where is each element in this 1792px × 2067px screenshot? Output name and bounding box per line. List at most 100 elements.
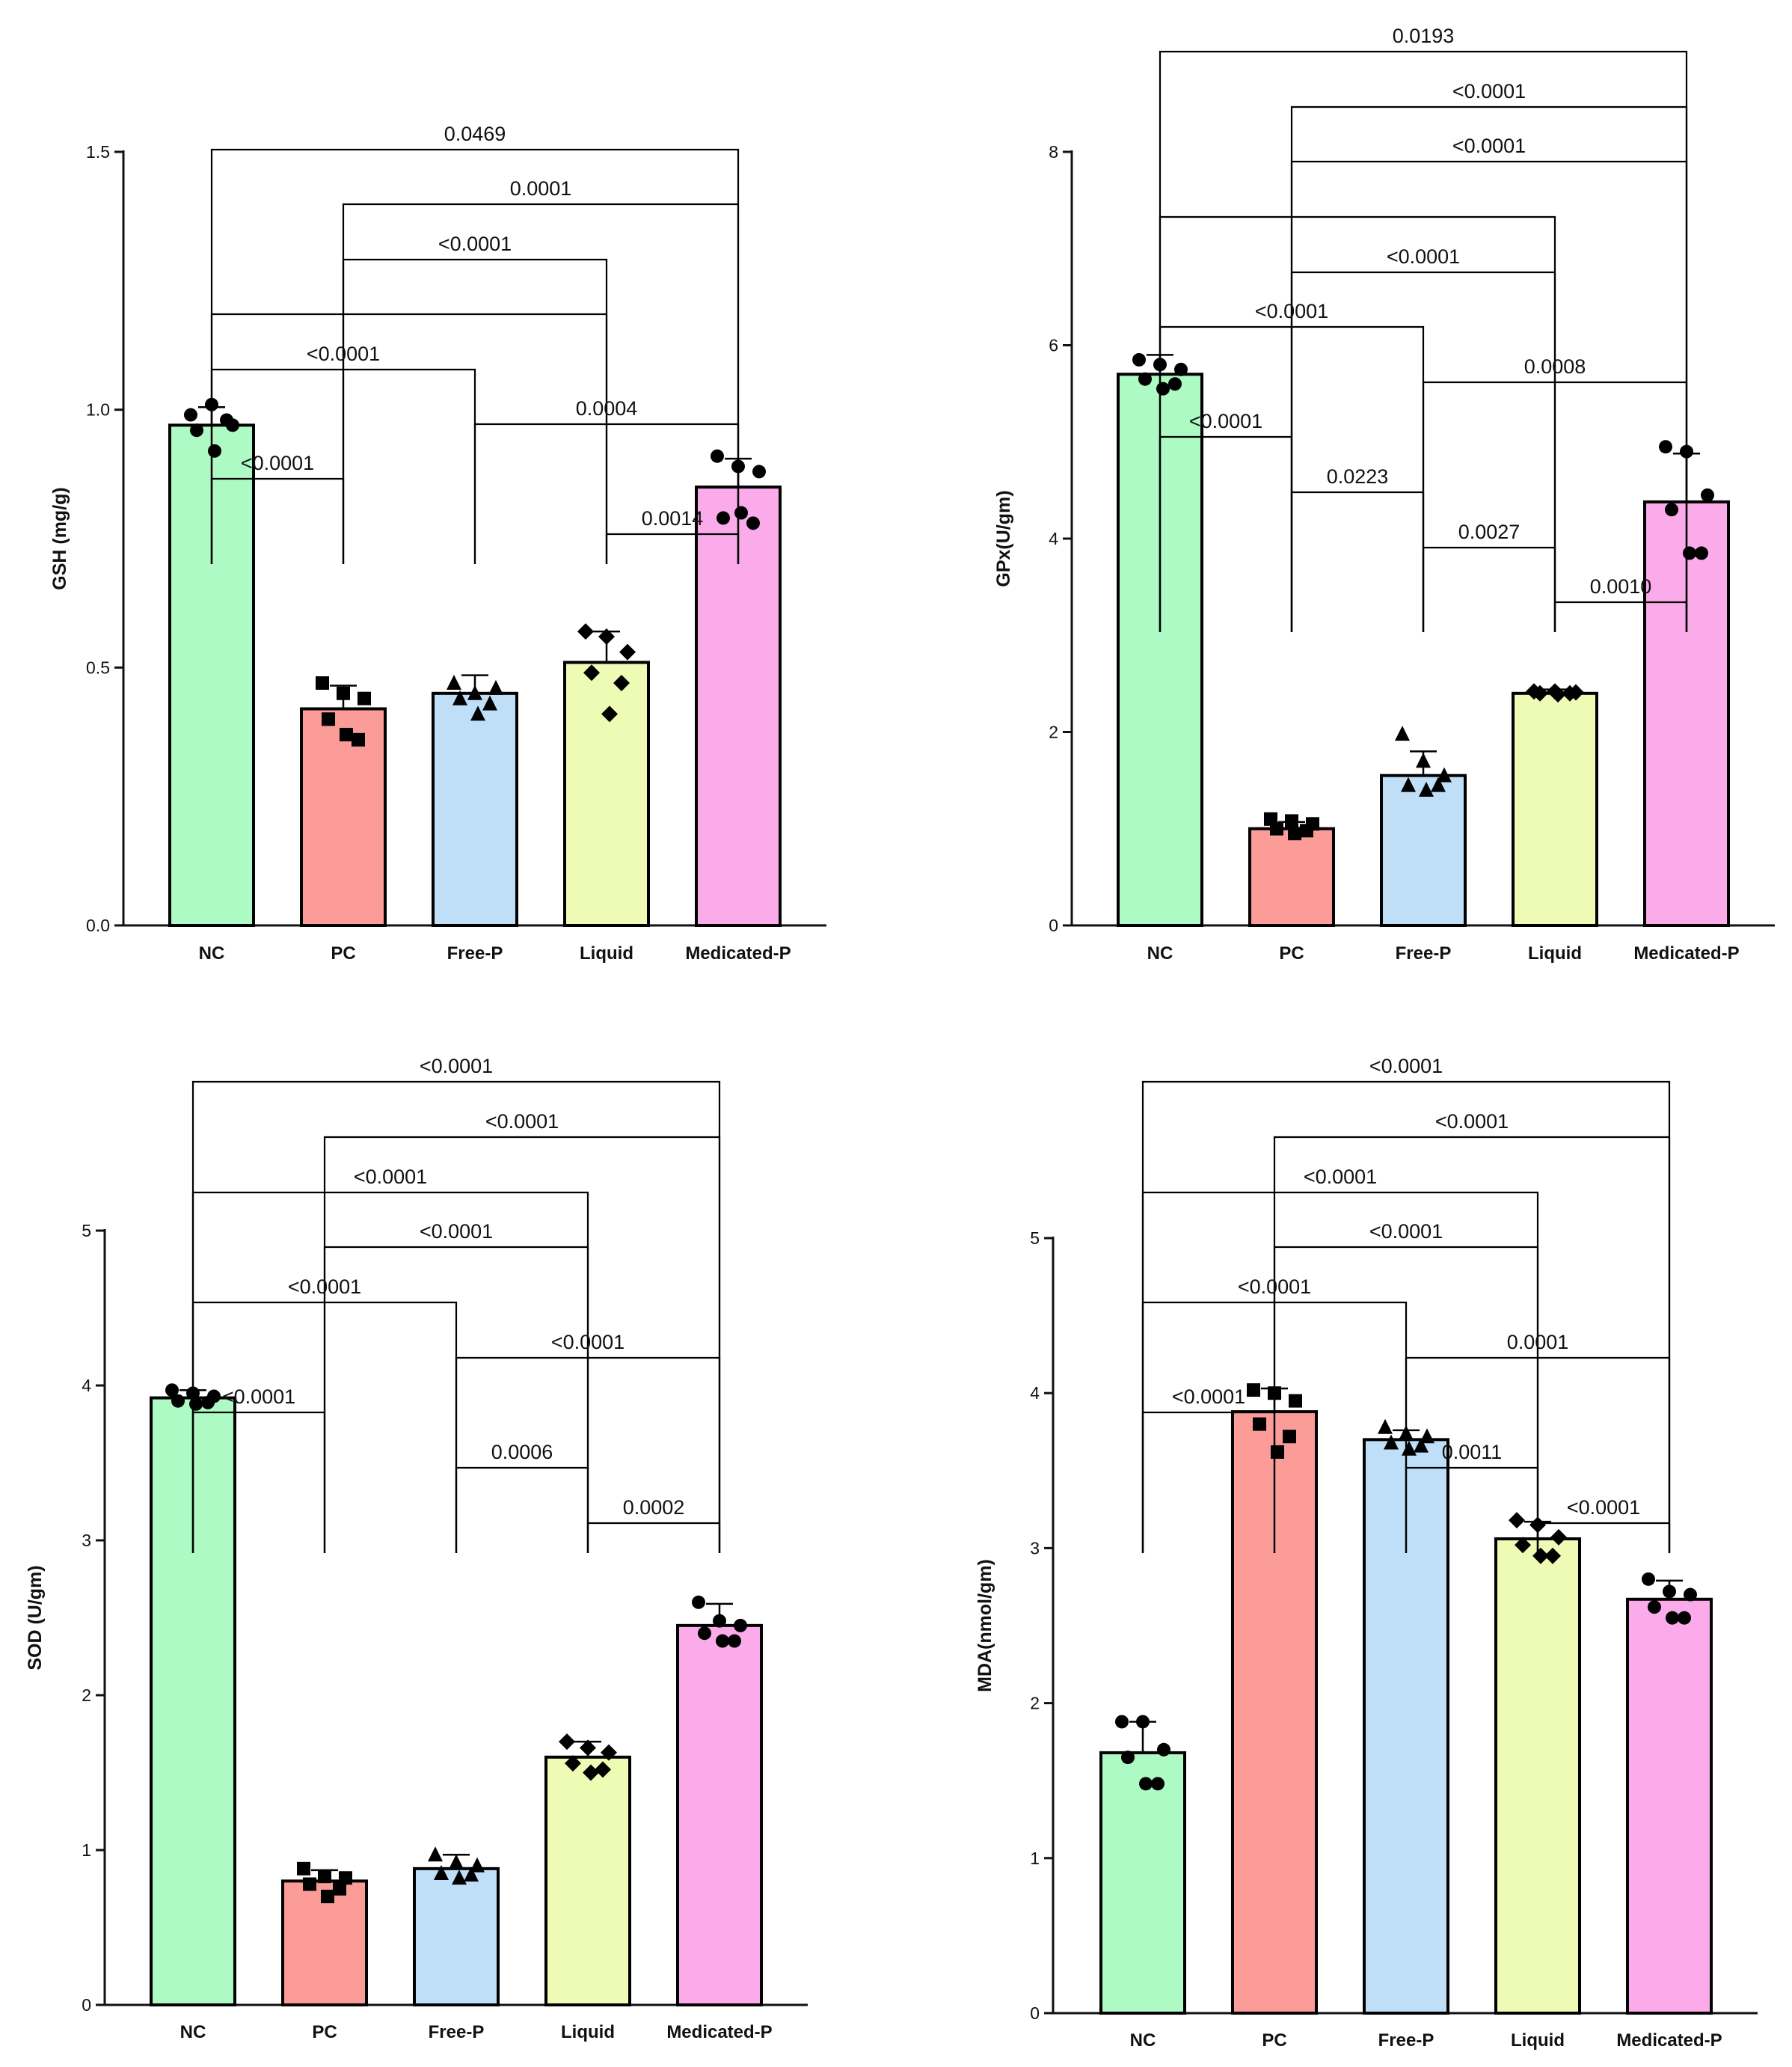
x-tick-label-liquid: Liquid	[561, 2022, 615, 2042]
p-value-label: <0.0001	[1369, 1055, 1443, 1077]
x-tick-label-pc: PC	[1279, 943, 1304, 964]
y-tick-label: 2	[1030, 1694, 1040, 1713]
data-point-pc	[340, 727, 353, 741]
data-point-free-p	[449, 1854, 464, 1870]
p-value-label: <0.0001	[354, 1166, 427, 1188]
data-point-medicated-p	[1659, 440, 1672, 454]
data-point-nc	[1139, 1777, 1153, 1791]
significance-bracket	[1273, 1136, 1671, 1553]
y-tick-label: 0	[1049, 916, 1058, 935]
data-point-medicated-p	[1665, 503, 1678, 517]
data-point-medicated-p	[734, 1618, 747, 1632]
bar-free-p	[432, 691, 518, 927]
p-value-label: 0.0014	[642, 507, 704, 530]
data-point-free-p	[488, 679, 503, 695]
significance-bracket	[1290, 160, 1688, 632]
x-tick-label-nc: NC	[1130, 2030, 1156, 2051]
p-value-label: 0.0001	[1507, 1331, 1569, 1353]
data-point-pc	[322, 712, 335, 726]
significance-bracket	[1536, 1522, 1671, 1553]
bar-free-p	[413, 1867, 500, 2007]
data-point-medicated-p	[1642, 1572, 1655, 1586]
data-point-nc	[1156, 382, 1170, 396]
significance-bracket	[1290, 105, 1688, 632]
y-tick-label: 5	[1030, 1228, 1040, 1248]
data-point-nc	[201, 1395, 215, 1409]
data-point-pc	[303, 1877, 316, 1891]
data-point-pc	[1247, 1383, 1260, 1397]
data-point-nc	[165, 1383, 179, 1397]
p-value-label: 0.0006	[491, 1441, 553, 1463]
data-point-pc	[316, 676, 329, 690]
data-point-liquid	[601, 705, 618, 723]
data-point-medicated-p	[1701, 488, 1714, 502]
data-point-medicated-p	[1683, 546, 1696, 560]
p-value-label: 0.0469	[444, 123, 506, 145]
data-point-medicated-p	[1695, 546, 1708, 560]
data-point-pc	[339, 1871, 352, 1885]
y-tick-label: 1.0	[86, 400, 110, 420]
p-value-label: <0.0001	[551, 1331, 625, 1353]
y-axis-title: GSH (mg/g)	[49, 487, 70, 590]
p-value-label: <0.0001	[1452, 135, 1526, 157]
data-point-pc	[297, 1861, 310, 1875]
significance-bracket	[1405, 1466, 1539, 1553]
significance-bracket	[210, 477, 345, 564]
y-axis-title: GPx(U/gm)	[993, 490, 1014, 587]
data-point-medicated-p	[1648, 1600, 1661, 1614]
data-point-pc	[333, 1881, 346, 1896]
sod-chart-panel: 0 1 2 3 4 5 SOD (U/gm) NC PC Free-P Liquid Medicate…	[25, 1055, 808, 2042]
p-value-label: 0.0001	[510, 177, 572, 200]
data-point-pc	[1253, 1417, 1266, 1431]
x-tick-label-pc: PC	[312, 2022, 337, 2042]
data-point-nc	[1174, 362, 1188, 376]
y-tick-label: 6	[1049, 336, 1058, 355]
data-point-liquid	[1509, 1512, 1525, 1529]
bar-pc	[1248, 827, 1335, 927]
data-point-pc	[1271, 1445, 1284, 1459]
p-value-label: <0.0001	[288, 1276, 361, 1298]
p-value-label: <0.0001	[222, 1385, 295, 1408]
mda-chart-panel: 0 1 2 3 4 5 MDA(nmol/gm) NC PC Free-P Liquid Medica…	[975, 1055, 1758, 2051]
data-point-nc	[1138, 372, 1152, 386]
data-point-free-p	[482, 695, 497, 711]
data-point-medicated-p	[734, 506, 748, 520]
data-point-liquid	[619, 643, 636, 661]
data-point-nc	[189, 1397, 203, 1411]
data-point-pc	[321, 1890, 334, 1904]
x-tick-label-medicated-p: Medicated-P	[685, 943, 791, 964]
data-point-free-p	[470, 705, 485, 721]
y-tick-label: 1.5	[86, 142, 110, 162]
significance-bracket	[210, 313, 608, 564]
data-point-medicated-p	[746, 516, 760, 530]
p-value-label: <0.0001	[307, 343, 380, 365]
x-tick-label-liquid: Liquid	[580, 943, 633, 964]
x-tick-label-pc: PC	[1262, 2030, 1286, 2051]
data-point-nc	[1115, 1715, 1129, 1729]
p-value-label: <0.0001	[1369, 1220, 1443, 1243]
data-point-liquid	[598, 628, 615, 645]
significance-bracket	[473, 423, 740, 564]
data-point-free-p	[464, 1867, 479, 1882]
x-tick-label-nc: NC	[180, 2022, 206, 2042]
p-value-label: <0.0001	[1567, 1496, 1640, 1519]
p-value-label: <0.0001	[420, 1220, 493, 1243]
p-value-label: <0.0001	[241, 452, 314, 474]
data-point-pc	[337, 686, 350, 700]
y-tick-label: 4	[82, 1376, 91, 1395]
p-value-label: <0.0001	[1435, 1110, 1509, 1133]
x-tick-label-free-p: Free-P	[429, 2022, 485, 2042]
data-point-free-p	[434, 1865, 449, 1881]
y-tick-label: 3	[82, 1531, 91, 1550]
bar-liquid	[1512, 691, 1598, 927]
bar-liquid	[544, 1755, 631, 2007]
x-tick-label-free-p: Free-P	[1378, 2030, 1434, 2051]
significance-bracket	[1553, 601, 1688, 632]
data-point-liquid	[1562, 685, 1578, 702]
data-point-liquid	[1550, 686, 1566, 703]
y-tick-label: 1	[1030, 1849, 1040, 1868]
p-value-label: 0.0004	[576, 397, 638, 420]
data-point-pc	[318, 1870, 331, 1884]
y-axis-title: SOD (U/gm)	[25, 1565, 46, 1670]
data-point-pc	[1270, 821, 1283, 836]
